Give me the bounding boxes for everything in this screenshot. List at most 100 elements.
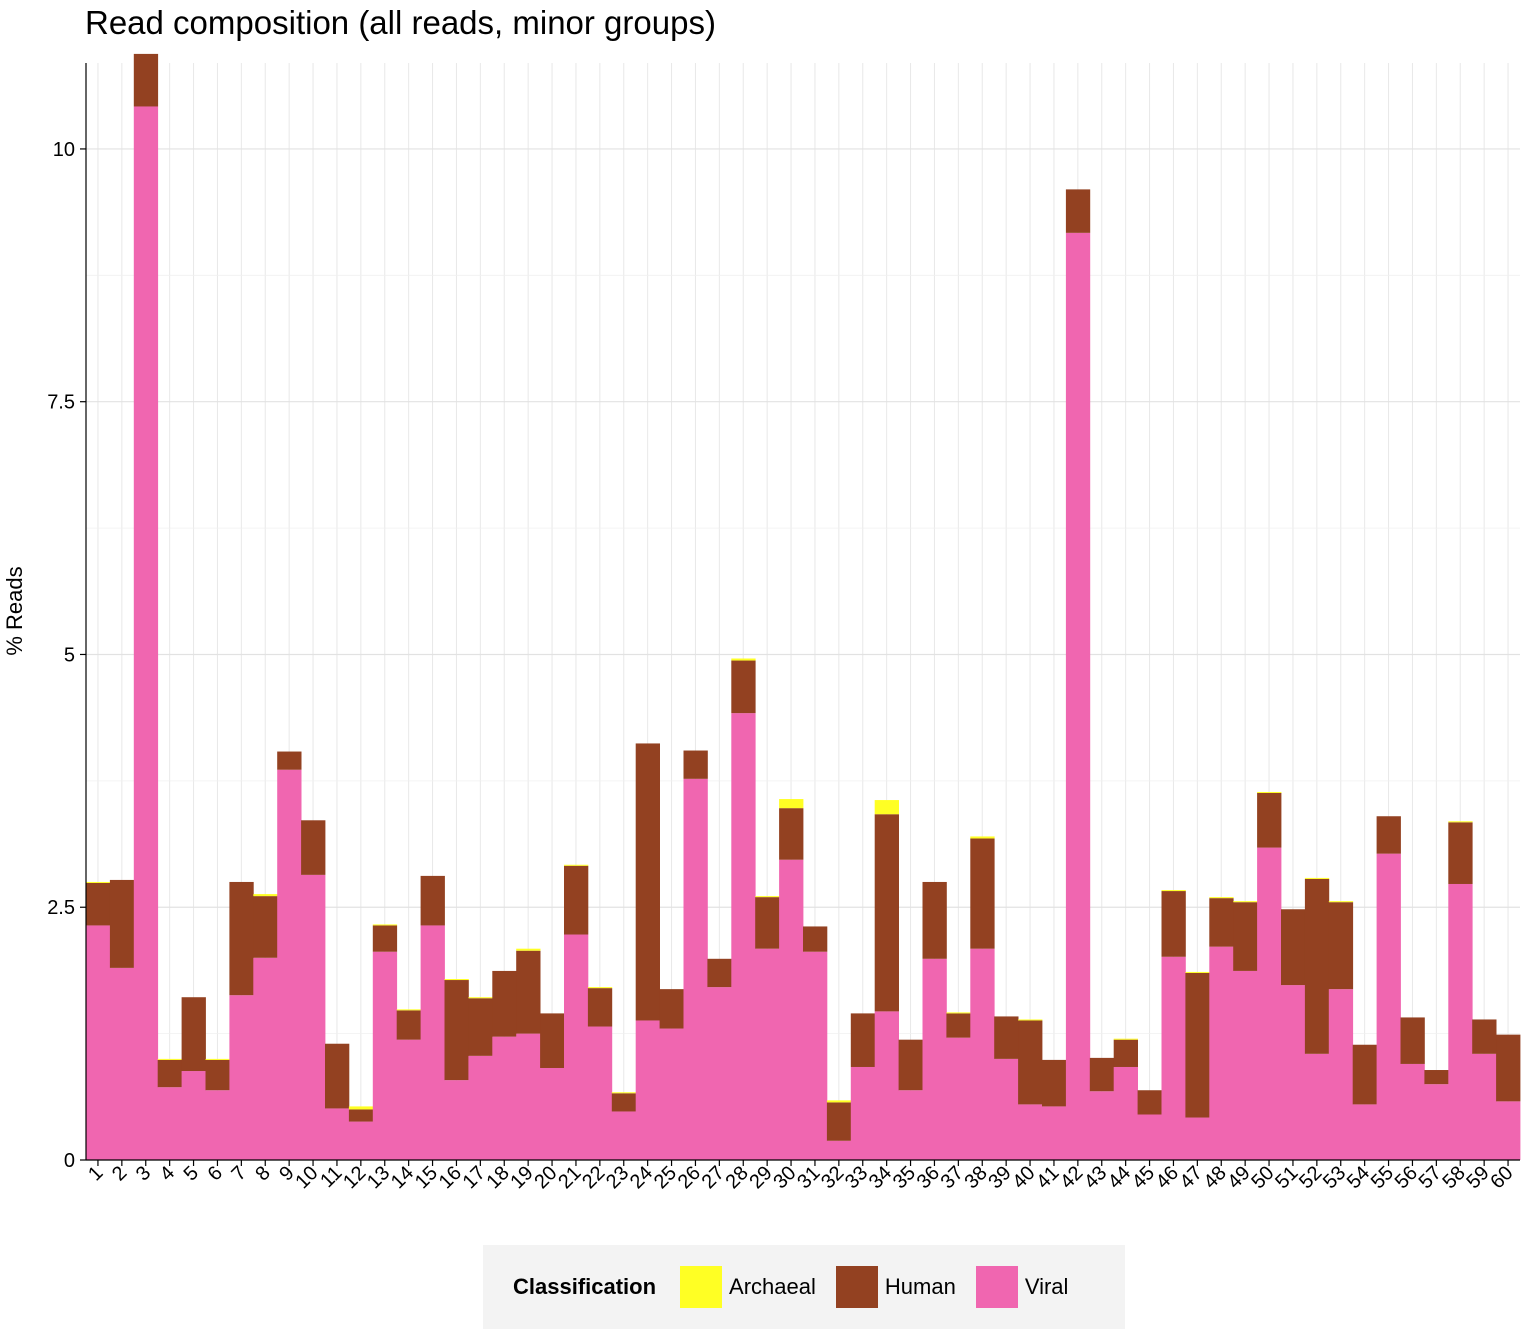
bar-segment-human [1376,816,1401,854]
bar-segment-human [898,1039,923,1091]
bar-segment-archaeal [1209,897,1234,899]
bar-segment-viral [277,769,302,1160]
bar-segment-human [946,1013,971,1038]
bar-segment-archaeal [874,800,899,815]
bar-segment-archaeal [348,1106,374,1110]
y-tick-label: 0 [64,1150,75,1172]
bar-segment-viral [587,1026,613,1160]
bar-segment-viral [109,967,135,1160]
bar-segment-viral [1472,1053,1497,1160]
axes [80,63,1520,1166]
bar-segment-human [564,865,589,935]
y-tick-label: 2.5 [47,897,75,919]
bar-segment-archaeal [396,1009,421,1011]
bar-segment-viral [396,1039,421,1160]
bar-segment-viral [301,874,326,1160]
bar-segment-viral [1328,989,1354,1160]
bar-segment-human [970,838,995,949]
bar-segment-human [277,751,302,770]
y-tick-label: 7.5 [47,392,75,414]
bar-segment-viral [898,1090,923,1160]
bar-segment-human [1281,909,1306,986]
bar-segment-human [587,988,613,1027]
bar-segment-viral [205,1090,230,1160]
bar-segment-viral [1496,1101,1521,1160]
bar-segment-archaeal [1304,877,1330,879]
bar-segment-human [826,1102,852,1141]
y-tick-label: 5 [64,644,75,666]
bar-segment-viral [1042,1106,1067,1160]
bar-segment-human [133,53,159,107]
legend-swatch-archaeal [680,1266,723,1308]
bar-segment-viral [1281,985,1306,1160]
bar-segment-archaeal [970,836,995,839]
bar-segment-human [874,814,899,1012]
bar-segment-human [444,980,469,1081]
legend-label-archaeal: Archaeal [729,1274,816,1299]
x-tick-label: 6 [204,1162,227,1185]
bar-segment-viral [348,1121,374,1160]
bar-segment-viral [946,1037,971,1160]
bar-segment-viral [253,957,278,1160]
bar-segment-viral [1209,946,1234,1160]
bar-segment-viral [1448,883,1473,1160]
bar-segment-human [1448,822,1473,884]
bar-segment-viral [1400,1063,1425,1160]
bar-segment-archaeal [253,894,278,897]
bar-segment-human [779,808,804,860]
bar-segment-viral [707,987,732,1160]
bar-segment-human [1472,1019,1497,1054]
legend-item-human: Human [835,1266,956,1308]
bar-segment-viral [1161,956,1186,1160]
bar-segment-viral [731,713,756,1160]
bar-segment-human [1137,1090,1162,1115]
bar-segment-human [1113,1039,1138,1067]
legend-item-viral: Viral [975,1266,1068,1308]
bar-segment-human [1065,189,1091,233]
bar-segment-viral [922,958,947,1160]
y-tick-label: 10 [53,139,75,161]
bar-segment-archaeal [372,924,398,926]
bar-segment-human [803,926,828,952]
bar-segment-viral [157,1087,182,1160]
bar-segment-viral [444,1080,469,1160]
bar-segment-archaeal [444,979,469,981]
bar-segment-human [205,1059,230,1091]
bar-segment-archaeal [86,881,111,883]
y-axis-title: % Reads [2,566,27,655]
bar-segment-human [707,958,732,988]
bar-segment-archaeal [731,658,756,661]
bar-segment-human [1185,972,1210,1118]
bar-segment-archaeal [1161,890,1186,892]
x-tick-label: 1 [84,1162,107,1185]
bar-segment-archaeal [587,987,613,989]
bar-segment-human [1209,898,1234,947]
bar-segment-viral [1018,1104,1043,1160]
bar-segment-human [611,1093,637,1112]
legend-item-archaeal: Archaeal [680,1266,816,1308]
bar-segment-human [1424,1070,1449,1085]
bar-segment-human [1233,902,1258,971]
bar-segment-archaeal [1257,791,1282,793]
bar-segment-human [253,896,278,958]
bar-segment-archaeal [946,1012,971,1014]
bar-segment-human [1042,1059,1067,1107]
bar-segment-viral [803,951,828,1160]
bar-segment-viral [86,925,111,1160]
bar-segment-human [301,820,326,875]
bar-segment-viral [1113,1066,1138,1160]
bar-segment-human [540,1013,565,1068]
bar-segment-human [994,1016,1019,1059]
bar-segment-human [396,1010,421,1040]
x-tick-label: 3 [132,1162,155,1185]
bars [86,53,1521,1161]
bar-segment-viral [994,1058,1019,1160]
bar-segment-human [1304,878,1330,1054]
bar-segment-archaeal [564,864,589,866]
bar-segment-human [157,1059,182,1088]
bar-segment-archaeal [826,1100,852,1103]
bar-segment-viral [372,951,398,1160]
y-tick-labels: 0 2.5 5 7.5 10 [47,139,75,1172]
bar-segment-viral [181,1071,206,1160]
bar-segment-viral [229,995,254,1160]
